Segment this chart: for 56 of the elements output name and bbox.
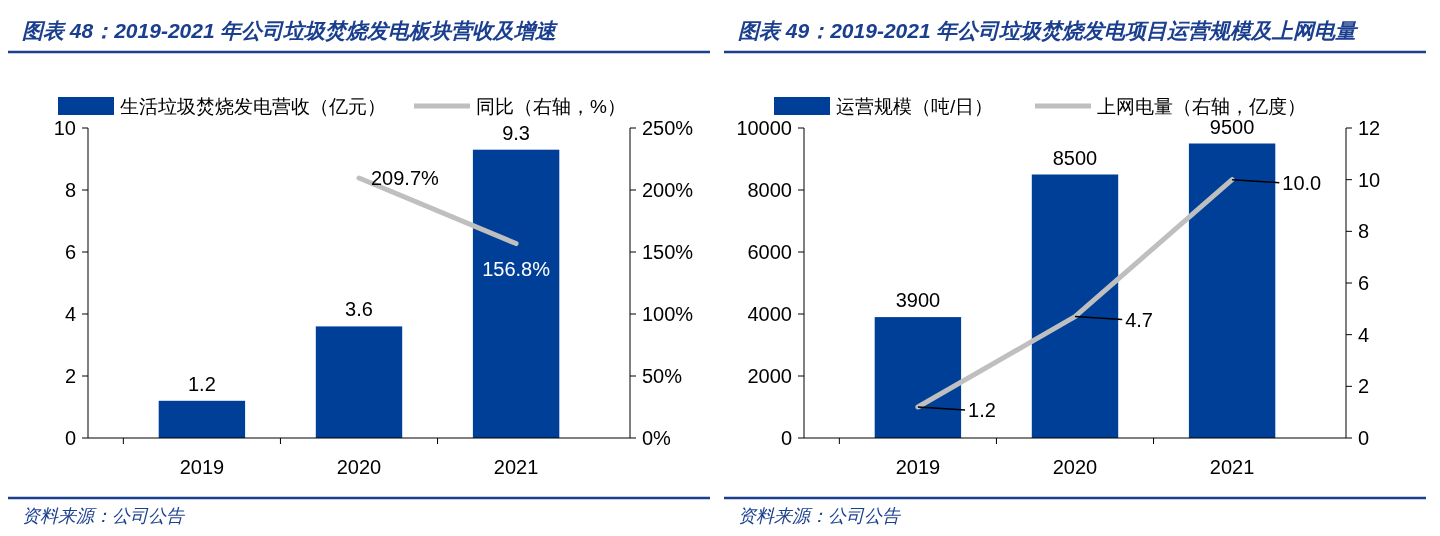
y-tick-label: 8000 [747, 179, 792, 201]
y-tick-label: 2 [64, 365, 76, 387]
y-tick-label: 4000 [747, 303, 792, 325]
data-label: 10.0 [1282, 171, 1322, 194]
chart-title: 图表 49：2019-2021 年公司垃圾焚烧发电项目运营规模及上网电量 [738, 19, 1360, 43]
x-tick-label: 2021 [493, 456, 539, 478]
y-tick-label: 0 [780, 427, 792, 449]
legend-label: 上网电量（右轴，亿度） [1097, 96, 1306, 117]
y-tick-label: 6 [64, 241, 76, 263]
y-tick-label: 0 [64, 427, 76, 449]
chart-title: 图表 48：2019-2021 年公司垃圾焚烧发电板块营收及增速 [22, 19, 559, 43]
y2-tick-label: 4 [1358, 323, 1370, 346]
data-label: 1.2 [187, 372, 216, 395]
bar [472, 149, 560, 438]
x-tick-label: 2020 [336, 456, 382, 478]
y2-tick-label: 100% [642, 303, 694, 325]
legend-label: 生活垃圾焚烧发电营收（亿元） [120, 96, 386, 117]
y-tick-label: 10000 [736, 117, 792, 139]
data-label: 1.2 [968, 399, 996, 421]
y2-tick-label: 250% [642, 117, 694, 139]
y2-tick-label: 10 [1358, 168, 1381, 191]
bar [158, 400, 246, 438]
y-tick-label: 6000 [747, 241, 792, 263]
data-label: 209.7% [371, 166, 440, 189]
y2-tick-label: 50% [642, 365, 683, 387]
data-label: 156.8% [482, 257, 551, 280]
data-label: 8500 [1052, 146, 1098, 169]
y-tick-label: 10 [53, 117, 76, 139]
y2-tick-label: 12 [1358, 117, 1381, 139]
legend-label: 运营规模（吨/日） [836, 96, 994, 117]
y2-tick-label: 8 [1358, 220, 1370, 243]
data-label: 4.7 [1125, 308, 1154, 331]
y-tick-label: 2000 [747, 365, 792, 387]
data-label: 3.6 [345, 298, 373, 321]
y2-tick-label: 150% [642, 241, 694, 263]
text: 资料来源：公司公告 [22, 506, 186, 526]
data-label: 3900 [895, 289, 941, 312]
text: 资料来源：公司公告 [738, 506, 902, 526]
y2-tick-label: 0 [1358, 427, 1370, 449]
bar [1031, 174, 1119, 438]
bar [315, 326, 403, 438]
x-tick-label: 2021 [1209, 456, 1255, 478]
y2-tick-label: 2 [1358, 375, 1370, 398]
y2-tick-label: 0% [642, 427, 672, 449]
x-tick-label: 2019 [179, 456, 225, 478]
legend-label: 同比（右轴，%） [476, 96, 626, 117]
y-tick-label: 4 [64, 303, 76, 325]
data-label: 9500 [1209, 115, 1255, 138]
y2-tick-label: 6 [1358, 272, 1370, 294]
x-tick-label: 2020 [1052, 456, 1098, 478]
bar [874, 317, 962, 438]
y-tick-label: 8 [64, 179, 76, 201]
data-label: 9.3 [502, 121, 531, 144]
bar [1188, 143, 1276, 438]
y2-tick-label: 200% [642, 179, 694, 201]
x-tick-label: 2019 [895, 456, 941, 478]
